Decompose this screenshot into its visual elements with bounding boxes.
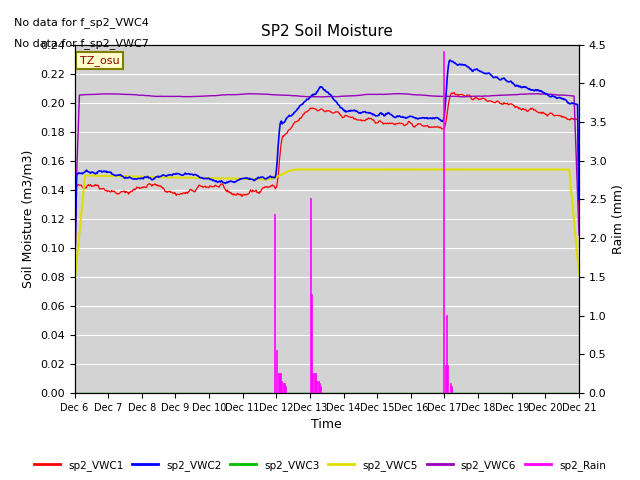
Title: SP2 Soil Moisture: SP2 Soil Moisture (261, 24, 393, 39)
Text: TZ_osu: TZ_osu (79, 55, 119, 66)
X-axis label: Time: Time (312, 419, 342, 432)
Text: No data for f_sp2_VWC4: No data for f_sp2_VWC4 (14, 17, 149, 27)
Legend: sp2_VWC1, sp2_VWC2, sp2_VWC3, sp2_VWC5, sp2_VWC6, sp2_Rain: sp2_VWC1, sp2_VWC2, sp2_VWC3, sp2_VWC5, … (30, 456, 610, 475)
Text: No data for f_sp2_VWC7: No data for f_sp2_VWC7 (14, 37, 149, 48)
Y-axis label: Soil Moisture (m3/m3): Soil Moisture (m3/m3) (21, 150, 35, 288)
Y-axis label: Raim (mm): Raim (mm) (612, 184, 625, 254)
